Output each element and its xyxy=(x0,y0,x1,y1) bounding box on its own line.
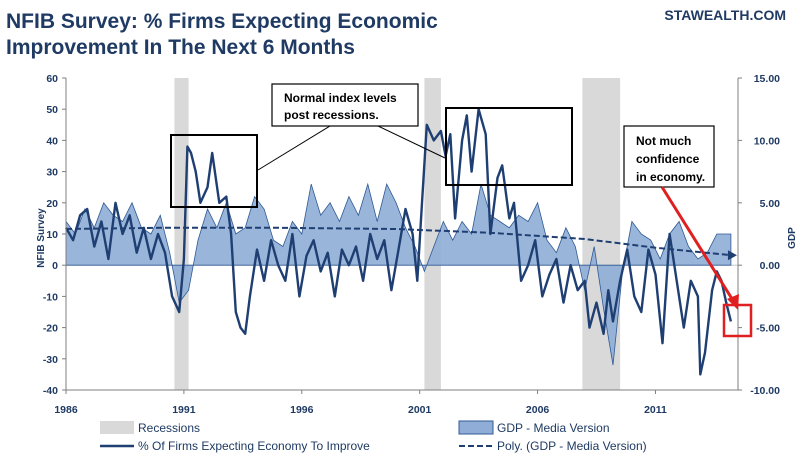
y-left-tick-label: 20 xyxy=(46,198,58,210)
recession-band-0 xyxy=(174,78,189,390)
chart-title-line-1: NFIB Survey: % Firms Expecting Economic xyxy=(6,10,438,33)
y-right-tick-label: 5.00 xyxy=(760,198,781,210)
annotation-callout: Normal index levels post recessions. xyxy=(170,83,573,208)
y-left-tick-label: 40 xyxy=(46,135,58,147)
gdp-area xyxy=(65,182,732,366)
note-box xyxy=(623,125,715,188)
y-left-tick-label: -40 xyxy=(43,385,58,397)
gdp-trend-line xyxy=(65,226,731,257)
axes: -40 -30 -20 -10 0 10 20 30 40 50 60 -10.00 -5.00 0.00… xyxy=(43,73,780,416)
red-highlight-box xyxy=(722,303,753,338)
gdp-trend-arrowhead xyxy=(727,250,737,261)
y-right-tick-label: -5.00 xyxy=(756,323,780,335)
gdp-trend-series xyxy=(65,226,737,261)
y-right-tick-label: 15.00 xyxy=(754,73,780,85)
legend-label-gdp: GDP - Media Version xyxy=(497,421,610,435)
recession-band-1 xyxy=(424,78,441,390)
x-tick-label: 1996 xyxy=(290,404,314,416)
legend-swatch-gdp xyxy=(458,420,494,435)
y-left-tick-label: 10 xyxy=(46,229,58,241)
legend-swatch-recessions xyxy=(100,421,134,434)
legend-label-nfib: % Of Firms Expecting Economy To Improve xyxy=(138,439,370,453)
y-left-tick-label: -10 xyxy=(43,291,58,303)
watermark: STAWEALTH.COM xyxy=(664,7,786,23)
note-text-line-2: confidence xyxy=(636,152,700,166)
note-text-line-1: Not much xyxy=(636,134,691,148)
annotation-note: Not much confidence in economy. xyxy=(623,125,753,338)
x-tick-label: 2006 xyxy=(526,404,550,416)
gdp-area-series xyxy=(65,182,732,366)
x-tick-label: 1986 xyxy=(54,404,78,416)
note-text-line-3: in economy. xyxy=(636,170,705,184)
x-tick-label: 2011 xyxy=(644,404,667,416)
chart-title-line-2: Improvement In The Next 6 Months xyxy=(6,36,355,59)
callout-text-line-2: post recessions. xyxy=(284,108,379,122)
x-tick-label: 1991 xyxy=(172,404,196,416)
callout-box xyxy=(271,83,419,127)
legend: Recessions GDP - Media Version % Of Firm… xyxy=(100,420,647,453)
nfib-line xyxy=(64,107,733,376)
callout-pointer-right xyxy=(377,125,446,159)
highlight-box-1991 xyxy=(170,134,258,208)
y-right-tick-label: 0.00 xyxy=(760,260,781,272)
y-left-tick-label: -30 xyxy=(43,354,58,366)
y-left-tick-label: 30 xyxy=(46,167,58,179)
red-arrow-shaft xyxy=(660,186,736,303)
highlight-box-2002 xyxy=(445,107,573,186)
x-tick-label: 2001 xyxy=(408,404,432,416)
y-right-tick-label: -10.00 xyxy=(750,385,780,397)
y-right-axis-title: GDP xyxy=(787,227,798,249)
y-left-tick-label: 50 xyxy=(46,104,58,116)
legend-label-recessions: Recessions xyxy=(138,421,200,435)
callout-text-line-1: Normal index levels xyxy=(284,91,397,105)
y-left-tick-label: 0 xyxy=(52,260,58,272)
callout-pointer-left xyxy=(257,125,331,171)
y-left-tick-label: 60 xyxy=(46,73,58,85)
legend-label-poly: Poly. (GDP - Media Version) xyxy=(497,439,647,453)
nfib-line-series xyxy=(64,107,733,376)
y-left-tick-label: -20 xyxy=(43,323,58,335)
y-left-axis-title: NFIB Survey xyxy=(36,208,47,268)
y-right-tick-label: 10.00 xyxy=(754,135,780,147)
